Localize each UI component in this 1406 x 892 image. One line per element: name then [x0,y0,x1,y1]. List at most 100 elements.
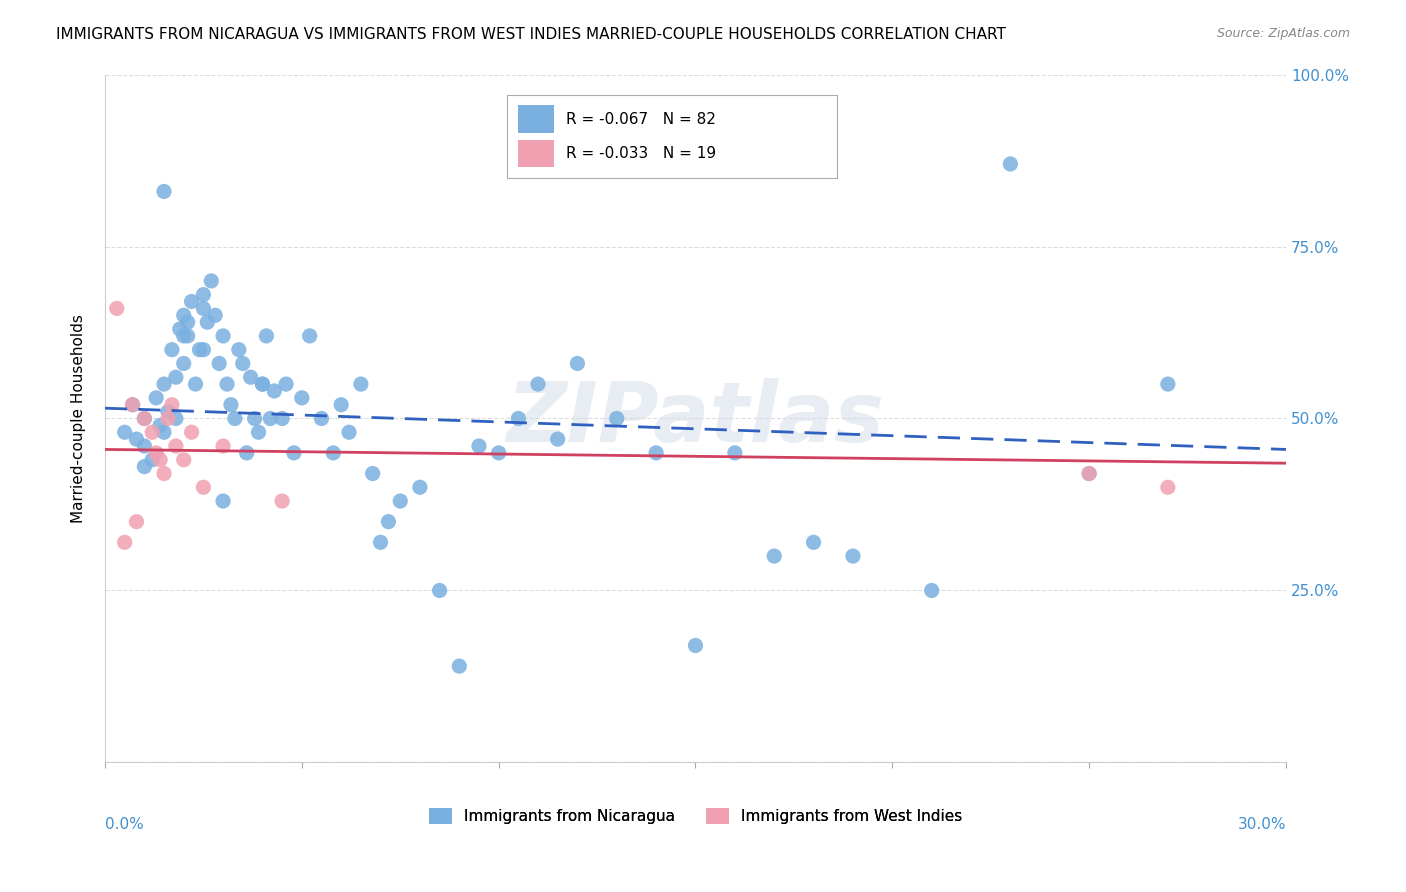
Point [156,404,179,418]
Point [193,301,215,316]
Point [685,639,707,653]
Point [527,377,550,392]
Point [212,329,235,343]
Point [212,494,235,508]
Point [763,549,786,563]
Point [468,439,491,453]
Point [165,439,187,453]
Point [1078,467,1101,481]
Text: 30.0%: 30.0% [1237,817,1286,832]
Point [193,287,215,301]
Point [228,343,250,357]
Point [180,294,202,309]
Point [606,411,628,425]
FancyBboxPatch shape [519,105,554,133]
Text: R = -0.033   N = 19: R = -0.033 N = 19 [565,146,716,161]
Point [193,343,215,357]
Point [291,391,314,405]
Point [1157,377,1180,392]
Point [200,274,222,288]
Point [121,398,143,412]
Point [232,356,254,370]
Point [184,377,207,392]
Text: ZIPatlas: ZIPatlas [506,378,884,459]
Point [165,370,187,384]
Point [224,411,246,425]
Point [219,398,242,412]
Point [176,329,198,343]
Point [153,185,176,199]
Point [254,329,277,343]
Point [160,343,183,357]
Point [247,425,270,440]
Point [134,439,156,453]
Point [208,356,231,370]
Point [409,480,432,494]
Point [173,329,195,343]
Point [156,411,179,425]
Point [235,446,257,460]
Point [842,549,865,563]
Point [337,425,360,440]
Point [429,583,451,598]
Point [921,583,943,598]
Point [125,432,148,446]
Point [724,446,747,460]
Point [259,411,281,425]
Point [330,398,353,412]
Point [134,411,156,425]
Point [271,411,294,425]
Text: R = -0.067   N = 82: R = -0.067 N = 82 [565,112,716,127]
Point [488,446,510,460]
Point [173,308,195,322]
Point [149,418,172,433]
Point [173,452,195,467]
Point [311,411,333,425]
Point [153,425,176,440]
Point [121,398,143,412]
Point [1078,467,1101,481]
Point [361,467,384,481]
Point [125,515,148,529]
Point [1157,480,1180,494]
Point [176,315,198,329]
Point [169,322,191,336]
Point [114,535,136,549]
Point [377,515,399,529]
Point [449,659,471,673]
Point [508,411,530,425]
Point [141,425,163,440]
Point [252,377,274,392]
Point [547,432,569,446]
FancyBboxPatch shape [519,140,554,168]
Point [153,467,176,481]
Point [134,459,156,474]
Text: 0.0%: 0.0% [105,817,143,832]
Point [173,356,195,370]
Point [153,377,176,392]
Point [141,452,163,467]
Legend: Immigrants from Nicaragua, Immigrants from West Indies: Immigrants from Nicaragua, Immigrants fr… [423,802,969,830]
Point [212,439,235,453]
Point [204,308,226,322]
Point [215,377,238,392]
Point [567,356,589,370]
Point [803,535,825,549]
Point [195,315,218,329]
Point [134,411,156,425]
Point [114,425,136,440]
Point [283,446,305,460]
Point [145,391,167,405]
Point [274,377,297,392]
Point [322,446,344,460]
Point [389,494,412,508]
Point [149,452,172,467]
Point [160,398,183,412]
Text: IMMIGRANTS FROM NICARAGUA VS IMMIGRANTS FROM WEST INDIES MARRIED-COUPLE HOUSEHOL: IMMIGRANTS FROM NICARAGUA VS IMMIGRANTS … [56,27,1007,42]
Point [188,343,211,357]
Point [105,301,128,316]
Point [1000,157,1022,171]
Point [243,411,266,425]
Point [645,446,668,460]
Point [271,494,294,508]
